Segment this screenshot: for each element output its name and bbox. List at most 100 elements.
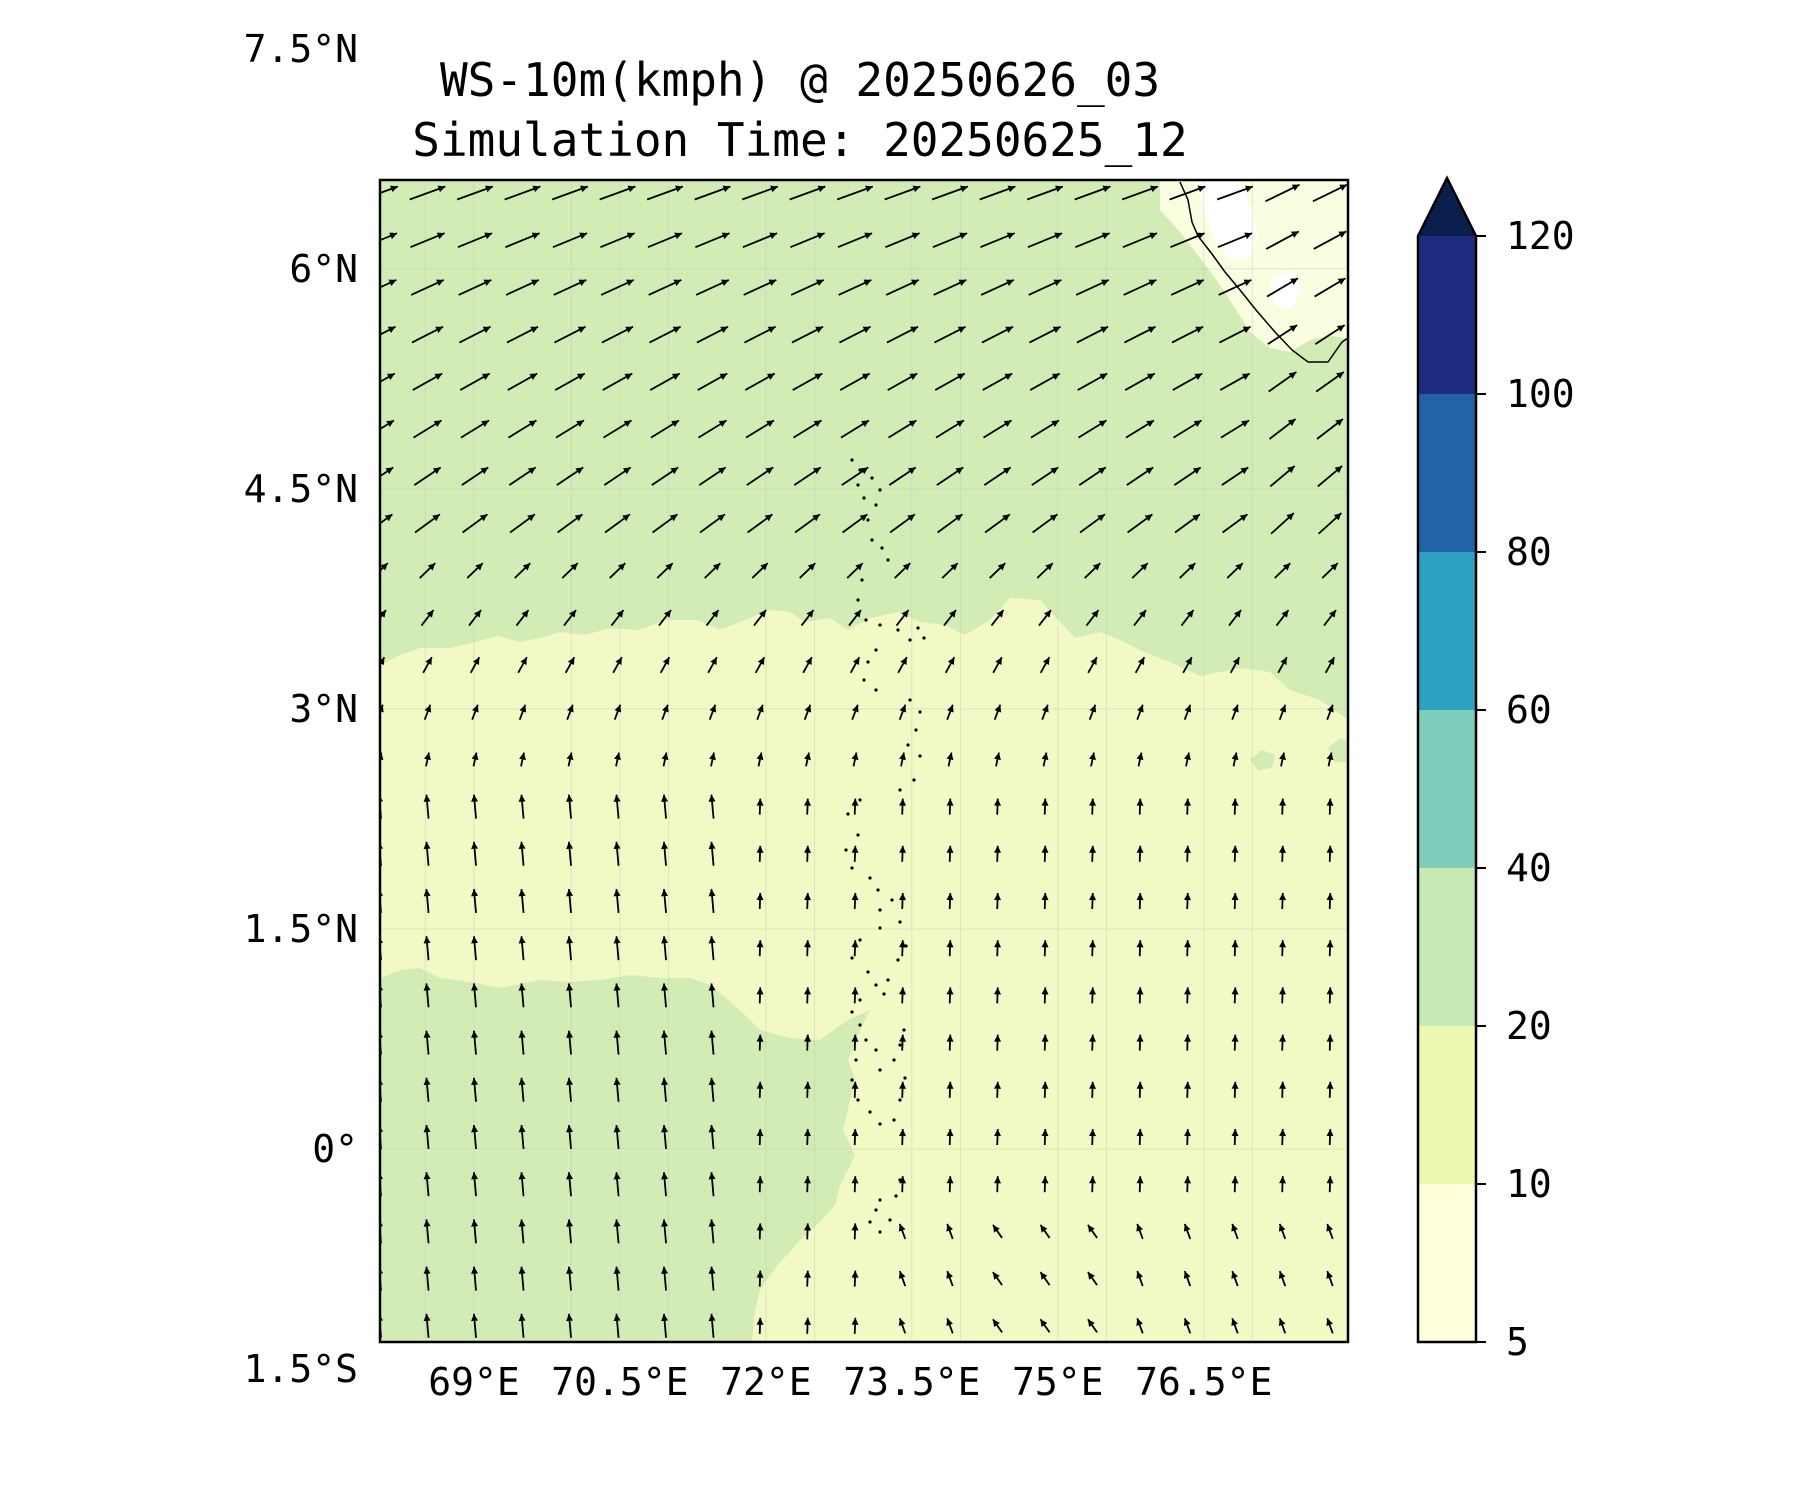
wind-arrow bbox=[946, 1128, 954, 1146]
wind-arrow bbox=[1279, 752, 1286, 767]
wind-arrow bbox=[471, 1077, 479, 1102]
wind-arrow bbox=[1312, 183, 1348, 203]
wind-arrow bbox=[1231, 752, 1239, 767]
atoll-dot bbox=[866, 660, 870, 664]
atoll-dot bbox=[868, 1110, 872, 1114]
wind-arrow bbox=[1031, 466, 1059, 486]
wind-arrow bbox=[804, 1128, 812, 1146]
wind-arrow bbox=[1226, 562, 1244, 579]
wind-arrow bbox=[899, 987, 907, 1004]
wind-arrow bbox=[1136, 892, 1144, 910]
atoll-dot bbox=[886, 558, 890, 562]
colorbar-tick-label: 10 bbox=[1506, 1162, 1552, 1206]
wind-arrow bbox=[1087, 1271, 1098, 1286]
wind-arrow bbox=[756, 987, 764, 1004]
wind-arrow bbox=[412, 372, 443, 391]
wind-arrow bbox=[839, 372, 871, 391]
wind-arrow bbox=[899, 1128, 907, 1146]
wind-arrow bbox=[756, 1317, 764, 1334]
wind-arrow bbox=[992, 1271, 1003, 1286]
wind-arrow bbox=[603, 466, 632, 486]
atoll-dot bbox=[908, 698, 912, 702]
wind-arrow bbox=[471, 1124, 479, 1150]
wind-arrow bbox=[1231, 892, 1239, 910]
wind-arrow bbox=[885, 279, 920, 296]
wind-arrow bbox=[708, 983, 716, 1008]
wind-arrow bbox=[1038, 609, 1052, 627]
atoll-dot bbox=[864, 1038, 868, 1042]
wind-arrow bbox=[840, 419, 870, 439]
wind-arrow bbox=[423, 936, 431, 961]
wind-arrow bbox=[380, 372, 396, 383]
wind-arrow bbox=[1279, 987, 1287, 1004]
wind-arrow bbox=[466, 562, 484, 579]
wind-arrow bbox=[946, 1081, 954, 1098]
wind-arrow bbox=[661, 1219, 669, 1244]
wind-arrow bbox=[851, 1034, 859, 1051]
wind-arrow bbox=[1183, 1270, 1192, 1287]
wind-arrow bbox=[1231, 940, 1239, 957]
wind-arrow bbox=[1169, 185, 1206, 201]
wind-arrow bbox=[1267, 324, 1298, 345]
wind-arrow bbox=[504, 185, 541, 201]
atoll-dot bbox=[894, 1194, 898, 1198]
wind-arrow bbox=[1089, 892, 1097, 910]
wind-arrow bbox=[551, 185, 589, 201]
wind-arrow bbox=[613, 1077, 621, 1102]
wind-arrow bbox=[458, 279, 492, 296]
wind-arrow bbox=[708, 841, 716, 866]
wind-arrow bbox=[946, 845, 954, 862]
wind-arrow bbox=[946, 704, 954, 720]
wind-arrow bbox=[898, 1223, 907, 1240]
atoll-dot bbox=[892, 1058, 896, 1062]
wind-arrow bbox=[1170, 279, 1205, 296]
wind-arrow bbox=[471, 983, 479, 1008]
lon-tick-label: 76.5°E bbox=[1135, 1360, 1272, 1404]
wind-arrow bbox=[471, 1266, 479, 1291]
wind-arrow bbox=[1041, 845, 1049, 862]
wind-arrow bbox=[518, 1030, 526, 1055]
wind-arrow bbox=[708, 1077, 716, 1102]
atoll-dot bbox=[856, 598, 860, 602]
atoll-dot bbox=[868, 1220, 872, 1224]
wind-arrow bbox=[747, 513, 773, 534]
wind-arrow bbox=[1136, 1223, 1144, 1240]
wind-arrow bbox=[1088, 704, 1097, 720]
colorbar-segment bbox=[1418, 710, 1476, 868]
wind-arrow bbox=[804, 1270, 812, 1287]
wind-arrow bbox=[1184, 752, 1191, 767]
wind-arrow bbox=[756, 1176, 764, 1193]
wind-arrow bbox=[518, 1077, 526, 1102]
wind-arrow bbox=[566, 1219, 574, 1244]
wind-arrow bbox=[756, 798, 764, 815]
atoll-dot bbox=[856, 833, 860, 837]
wind-arrow bbox=[661, 888, 669, 914]
wind-arrow bbox=[469, 656, 481, 674]
wind-arrow bbox=[612, 656, 623, 674]
wind-arrow bbox=[1314, 324, 1346, 345]
wind-arrow bbox=[508, 466, 537, 486]
wind-arrow bbox=[518, 1266, 526, 1291]
wind-arrow bbox=[1127, 513, 1153, 534]
wind-arrow bbox=[1315, 371, 1345, 393]
wind-arrow bbox=[1326, 1034, 1334, 1051]
atoll-dot bbox=[844, 848, 848, 852]
wind-arrow bbox=[946, 1176, 954, 1193]
wind-arrow bbox=[508, 419, 537, 439]
wind-arrow bbox=[804, 1034, 812, 1051]
wind-arrow bbox=[1121, 185, 1159, 201]
wind-arrow bbox=[423, 1313, 431, 1338]
wind-arrow bbox=[518, 794, 526, 819]
wind-arrow bbox=[423, 1124, 431, 1150]
wind-arrow bbox=[1039, 1224, 1051, 1239]
wind-arrow bbox=[1278, 1270, 1287, 1287]
wind-arrow bbox=[1279, 1081, 1287, 1098]
wind-arrow bbox=[1087, 1224, 1098, 1239]
wind-arrow bbox=[613, 1172, 621, 1197]
wind-arrow bbox=[842, 513, 868, 534]
wind-arrow bbox=[946, 1317, 954, 1334]
wind-arrow bbox=[648, 279, 682, 296]
atoll-dot bbox=[878, 908, 882, 912]
wind-arrow bbox=[1279, 1176, 1287, 1193]
atoll-dot bbox=[878, 1068, 882, 1072]
